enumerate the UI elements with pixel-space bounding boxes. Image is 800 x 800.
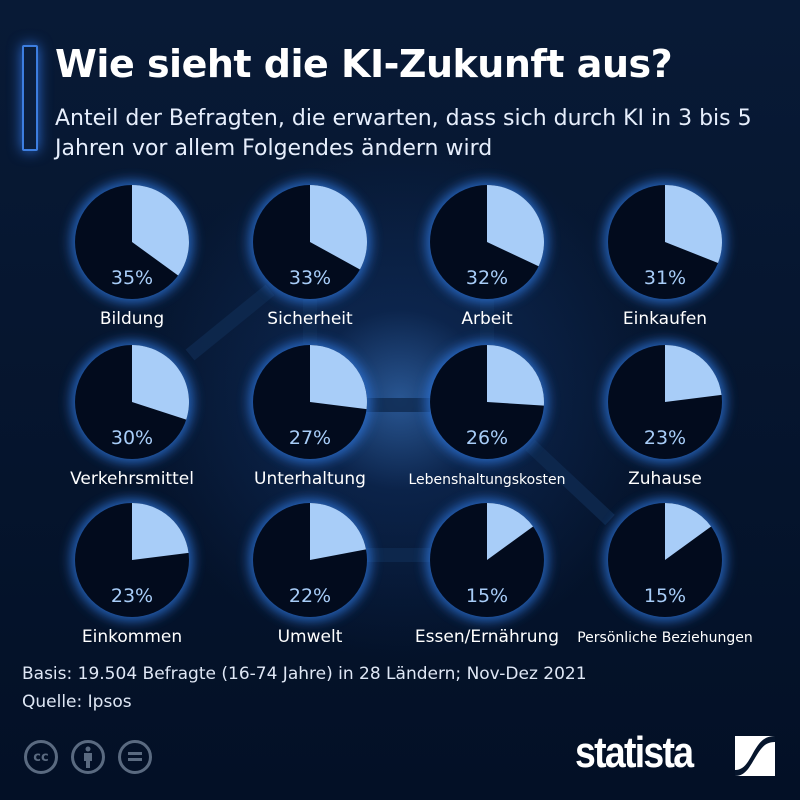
- pie-category-label: Persönliche Beziehungen: [577, 630, 753, 646]
- title-accent-bar: [22, 45, 38, 151]
- pie-category-label: Einkaufen: [623, 309, 707, 329]
- pie-slice: [487, 185, 545, 267]
- statista-logo-mark: [735, 736, 775, 776]
- pie-slice: [310, 503, 366, 560]
- pie-percent-label: 32%: [466, 267, 508, 289]
- pie-slice: [132, 345, 189, 420]
- nd-icon[interactable]: [118, 740, 152, 774]
- pie-category-label: Einkommen: [82, 627, 182, 647]
- pie-percent-label: 33%: [289, 267, 331, 289]
- pie-percent-label: 15%: [644, 585, 686, 607]
- pie-slice: [665, 345, 722, 402]
- pie-slice: [310, 185, 368, 270]
- connector-line: [525, 439, 615, 526]
- pie-category-label: Sicherheit: [267, 309, 353, 329]
- chart-title: Wie sieht die KI-Zukunft aus?: [55, 42, 673, 86]
- pie-slice: [132, 185, 189, 276]
- footer-basis: Basis: 19.504 Befragte (16-74 Jahre) in …: [22, 664, 587, 684]
- pie-category-label: Verkehrsmittel: [70, 469, 194, 489]
- pie-category-label: Unterhaltung: [254, 469, 366, 489]
- pie-percent-label: 23%: [644, 427, 686, 449]
- connector-line: [185, 284, 275, 361]
- pie-slice: [310, 345, 367, 410]
- pie-category-label: Zuhause: [628, 469, 702, 489]
- pie-percent-label: 23%: [111, 585, 153, 607]
- pie-slice: [132, 503, 189, 560]
- statista-logo[interactable]: statista: [575, 728, 694, 777]
- pie-category-label: Arbeit: [461, 309, 513, 329]
- pie-percent-label: 22%: [289, 585, 331, 607]
- cc-icon[interactable]: cc: [24, 740, 58, 774]
- pie-slice: [665, 503, 712, 560]
- pie-percent-label: 35%: [111, 267, 153, 289]
- footer-source: Quelle: Ipsos: [22, 692, 132, 712]
- pie-percent-label: 30%: [111, 427, 153, 449]
- pie-percent-label: 27%: [289, 427, 331, 449]
- pie-category-label: Lebenshaltungskosten: [408, 472, 565, 488]
- by-icon[interactable]: [71, 740, 105, 774]
- pie-percent-label: 31%: [644, 267, 686, 289]
- pie-percent-label: 26%: [466, 427, 508, 449]
- pie-slice: [665, 185, 723, 263]
- pie-percent-label: 15%: [466, 585, 508, 607]
- pie-slice: [487, 503, 534, 560]
- chart-subtitle: Anteil der Befragten, die erwarten, dass…: [55, 106, 752, 161]
- pie-category-label: Umwelt: [278, 627, 343, 647]
- pie-slice: [487, 345, 545, 406]
- pie-category-label: Essen/Ernährung: [415, 627, 559, 647]
- pie-category-label: Bildung: [100, 309, 164, 329]
